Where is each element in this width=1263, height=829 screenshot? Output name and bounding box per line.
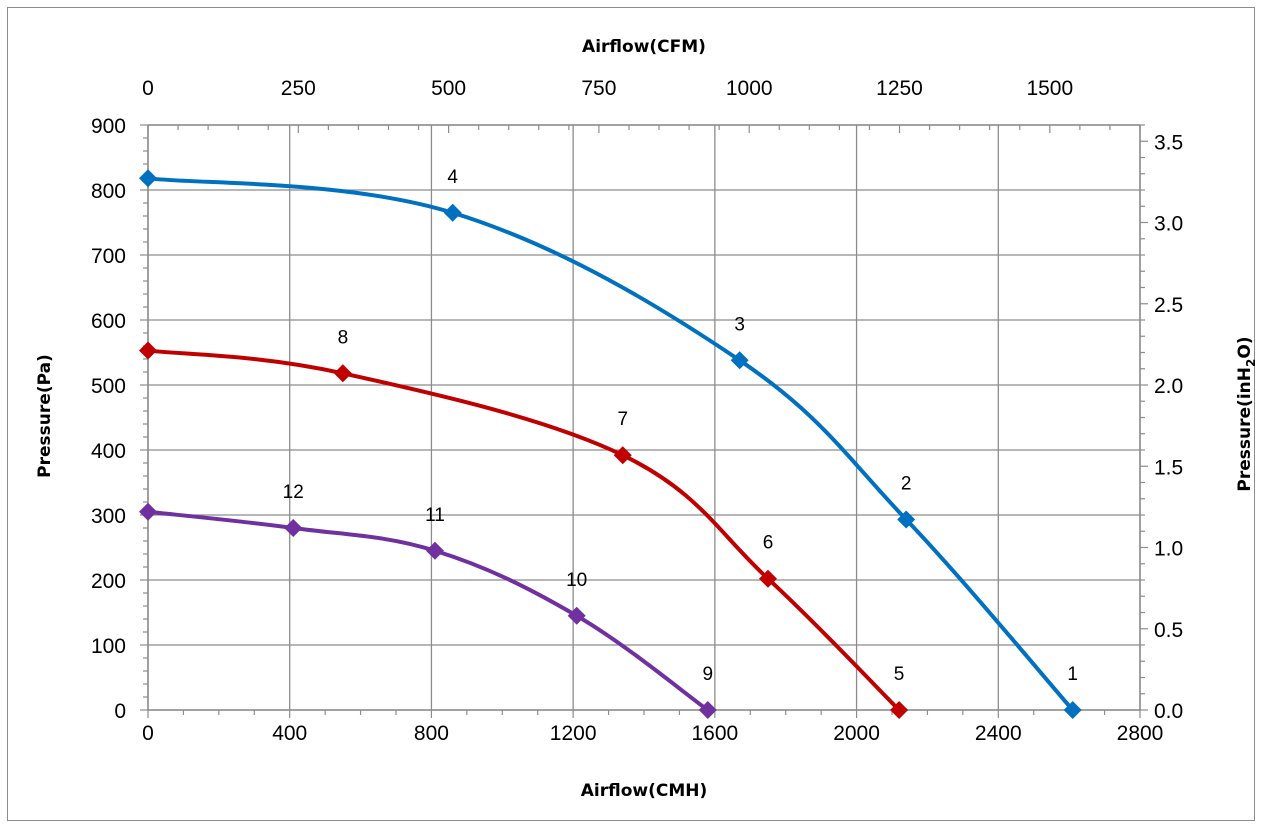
- x-tick-label: 2800: [1117, 722, 1164, 745]
- y-tick-label: 800: [91, 180, 126, 203]
- x2-tick-label: 1250: [876, 77, 923, 100]
- y2-title-subscript: 2: [1244, 359, 1258, 367]
- y2-tick-label: 3.0: [1154, 213, 1183, 236]
- y-tick-label: 600: [91, 310, 126, 333]
- x-tick-label: 800: [414, 722, 449, 745]
- x-axis-title: Airflow(CMH): [581, 781, 708, 801]
- data-point-marker: [284, 519, 303, 537]
- y2-tick-label: 1.0: [1154, 538, 1183, 561]
- y-tick-label: 300: [91, 505, 126, 528]
- x2-tick-label: 500: [431, 77, 466, 100]
- y2-tick-label: 0.0: [1154, 700, 1183, 723]
- data-point-marker: [613, 446, 632, 465]
- data-point-label: 10: [566, 570, 587, 591]
- data-point-label: 1: [1067, 664, 1078, 685]
- y-tick-label: 900: [91, 115, 126, 138]
- y2-tick-label: 0.5: [1154, 619, 1183, 642]
- data-point-label: 3: [734, 314, 745, 335]
- x-tick-label: 2400: [975, 722, 1022, 745]
- x2-tick-label: 1500: [1026, 77, 1073, 100]
- data-point-marker: [139, 169, 157, 188]
- data-point-marker: [759, 569, 777, 588]
- y-tick-label: 400: [91, 440, 126, 463]
- y-tick-label: 700: [91, 245, 126, 268]
- x2-tick-label: 250: [281, 77, 316, 100]
- x-tick-label: 400: [272, 722, 307, 745]
- tick-labels: 0 400 800 1200 1600 2000 2400 28000100200300400…: [91, 77, 1183, 745]
- x2-tick-label: 0: [142, 77, 154, 100]
- x-tick-label: 1600: [691, 722, 738, 745]
- y2-tick-label: 2.5: [1154, 294, 1183, 317]
- data-point-marker: [567, 606, 586, 625]
- data-point-label: 7: [617, 409, 628, 430]
- y2-title-part2: O): [1235, 336, 1255, 358]
- gridlines: [147, 124, 1141, 711]
- data-point-marker: [1063, 701, 1082, 719]
- data-point-label: 9: [702, 664, 713, 685]
- data-point-label: 12: [283, 482, 304, 503]
- y-tick-label: 0: [114, 700, 126, 723]
- x-tick-label: 0: [142, 722, 154, 745]
- data-point-marker: [139, 341, 157, 360]
- y2-axis-title: Pressure(inH2O): [1235, 336, 1258, 491]
- series-group: 4 3 2 1 8 7 6 5 12 11 10 9: [139, 167, 1082, 719]
- data-point-marker: [897, 510, 916, 529]
- data-point-label: 4: [447, 167, 458, 188]
- x-tick-label: 1200: [550, 722, 597, 745]
- data-point-label: 8: [338, 327, 349, 348]
- y2-tick-label: 2.0: [1154, 375, 1183, 398]
- y-tick-label: 500: [91, 375, 126, 398]
- data-point-marker: [730, 351, 749, 370]
- y-axis-title: Pressure(Pa): [35, 354, 55, 478]
- data-point-marker: [890, 701, 909, 719]
- data-point-marker: [443, 203, 462, 222]
- y-tick-label: 200: [91, 570, 126, 593]
- y-tick-label: 100: [91, 635, 126, 658]
- y2-title-part1: Pressure(inH: [1235, 367, 1255, 492]
- data-point-label: 11: [425, 505, 445, 526]
- data-point-label: 2: [901, 474, 912, 495]
- x2-tick-label: 1000: [726, 77, 773, 100]
- y2-tick-label: 3.5: [1154, 131, 1183, 154]
- x-tick-label: 2000: [833, 722, 880, 745]
- series-line: [146, 176, 1075, 712]
- chart-frame: [7, 7, 1255, 821]
- data-point-label: 6: [763, 533, 774, 554]
- data-point-marker: [425, 541, 444, 560]
- data-point-marker: [698, 701, 717, 719]
- data-point-marker: [139, 502, 157, 521]
- x2-axis-title: Airflow(CFM): [582, 37, 706, 57]
- data-point-marker: [333, 364, 352, 383]
- series-line: [146, 509, 710, 712]
- x2-tick-label: 750: [581, 77, 616, 100]
- data-point-label: 5: [894, 664, 905, 685]
- series-line: [146, 348, 902, 712]
- tick-marks: [140, 124, 1148, 718]
- y2-tick-label: 1.5: [1154, 456, 1183, 479]
